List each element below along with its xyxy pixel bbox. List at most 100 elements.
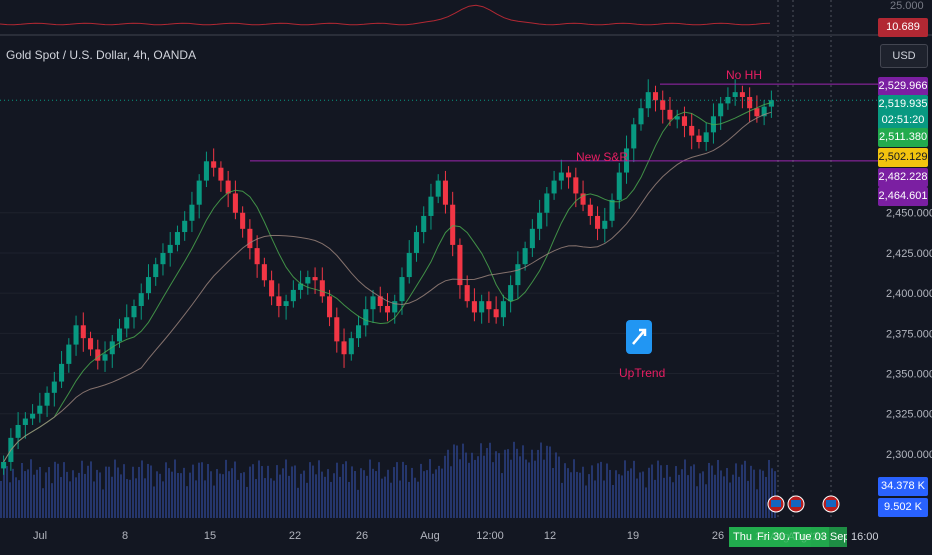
volume-bar bbox=[771, 468, 773, 518]
volume-bar bbox=[450, 466, 452, 518]
volume-bar bbox=[321, 471, 323, 518]
volume-bar bbox=[483, 455, 485, 518]
volume-bar bbox=[684, 459, 686, 518]
volume-bar bbox=[558, 456, 560, 518]
candle-body bbox=[370, 296, 376, 310]
candle-body bbox=[667, 109, 673, 120]
candle-body bbox=[225, 180, 231, 194]
y-tick-label: 2,425.000 bbox=[886, 248, 932, 260]
volume-bar bbox=[705, 484, 707, 518]
volume-bar bbox=[192, 464, 194, 518]
volume-bar bbox=[594, 480, 596, 518]
volume-bar bbox=[6, 465, 8, 518]
volume-bar bbox=[60, 477, 62, 518]
volume-bar bbox=[600, 461, 602, 518]
volume-bar bbox=[378, 462, 380, 518]
candle-body bbox=[327, 296, 333, 318]
pane-separator[interactable] bbox=[0, 34, 932, 36]
indicator-line bbox=[0, 4, 771, 26]
candle-body bbox=[435, 180, 441, 197]
volume-bar bbox=[66, 471, 68, 518]
volume-bar bbox=[372, 468, 374, 518]
volume-bar bbox=[87, 465, 89, 518]
candle-body bbox=[442, 180, 448, 205]
volume-bar bbox=[246, 486, 248, 518]
volume-bar bbox=[345, 461, 347, 518]
candle-body bbox=[616, 172, 622, 200]
volume-bar bbox=[651, 464, 653, 518]
candle-body bbox=[66, 344, 72, 364]
currency-button[interactable]: USD bbox=[880, 44, 928, 68]
volume-bar bbox=[630, 468, 632, 518]
volume-bar bbox=[759, 469, 761, 518]
volume-bar bbox=[57, 463, 59, 518]
flag-stripe bbox=[791, 500, 801, 507]
volume-bar bbox=[729, 482, 731, 518]
volume-bar bbox=[579, 472, 581, 518]
candle-body bbox=[652, 92, 659, 101]
volume-bar bbox=[195, 480, 197, 518]
volume-bar bbox=[402, 461, 404, 518]
volume-bar bbox=[75, 477, 77, 518]
volume-bar bbox=[528, 462, 530, 518]
volume-bar bbox=[228, 471, 230, 518]
candle-body bbox=[768, 100, 774, 107]
volume-bar bbox=[333, 473, 335, 518]
x-tick-label: 8 bbox=[122, 530, 128, 542]
volume-bar bbox=[762, 470, 764, 518]
candle-body bbox=[551, 180, 557, 194]
volume-bar bbox=[72, 470, 74, 518]
volume-bar bbox=[48, 467, 50, 518]
volume-bar bbox=[441, 468, 443, 518]
symbol-title: Gold Spot / U.S. Dollar, 4h, OANDA bbox=[6, 48, 197, 62]
volume-bar bbox=[702, 471, 704, 518]
y-tick-label: 2,450.000 bbox=[886, 208, 932, 220]
volume-bar bbox=[699, 473, 701, 518]
candle-body bbox=[51, 381, 57, 393]
volume-bar bbox=[219, 473, 221, 518]
volume-bar bbox=[765, 476, 767, 518]
volume-bar bbox=[678, 474, 680, 518]
volume-bar bbox=[144, 478, 146, 518]
volume-bar bbox=[231, 468, 233, 518]
candle-body bbox=[73, 325, 79, 345]
volume-bar bbox=[90, 461, 92, 518]
volume-bar bbox=[696, 486, 698, 518]
candle-body bbox=[529, 228, 535, 249]
flag-stripe bbox=[771, 500, 781, 507]
candle-body bbox=[174, 232, 180, 245]
volume-bar bbox=[165, 462, 167, 518]
volume-bar bbox=[225, 459, 227, 518]
candles bbox=[1, 79, 774, 475]
candle-body bbox=[522, 248, 528, 265]
indicator-value-tag: 10.689 bbox=[878, 18, 928, 37]
volume-bar bbox=[78, 472, 80, 518]
volume-bar bbox=[654, 479, 656, 518]
indicator-axis-label: 25.000 bbox=[890, 0, 924, 12]
candle-body bbox=[500, 301, 506, 318]
volume-bar bbox=[555, 452, 557, 518]
volume-bar bbox=[735, 463, 737, 518]
candle-body bbox=[189, 204, 195, 221]
candle-body bbox=[747, 96, 753, 109]
volume-bar bbox=[258, 460, 260, 518]
volume-bar bbox=[648, 467, 650, 518]
volume-bar bbox=[543, 459, 545, 518]
volume-bar bbox=[750, 465, 752, 518]
volume-bar bbox=[327, 469, 329, 518]
volume-bar bbox=[276, 465, 278, 518]
volume-bar bbox=[96, 469, 98, 518]
candle-body bbox=[319, 280, 325, 297]
volume-bar bbox=[414, 477, 416, 518]
candle-body bbox=[515, 264, 521, 286]
candle-body bbox=[609, 199, 615, 221]
candle-body bbox=[660, 100, 666, 110]
volume-bar bbox=[39, 467, 41, 518]
annotation-no-hh: No HH bbox=[726, 68, 762, 82]
volume-bar bbox=[531, 449, 533, 518]
volume-bar bbox=[666, 464, 668, 518]
volume-bar bbox=[153, 486, 155, 518]
volume-bar bbox=[84, 473, 86, 518]
